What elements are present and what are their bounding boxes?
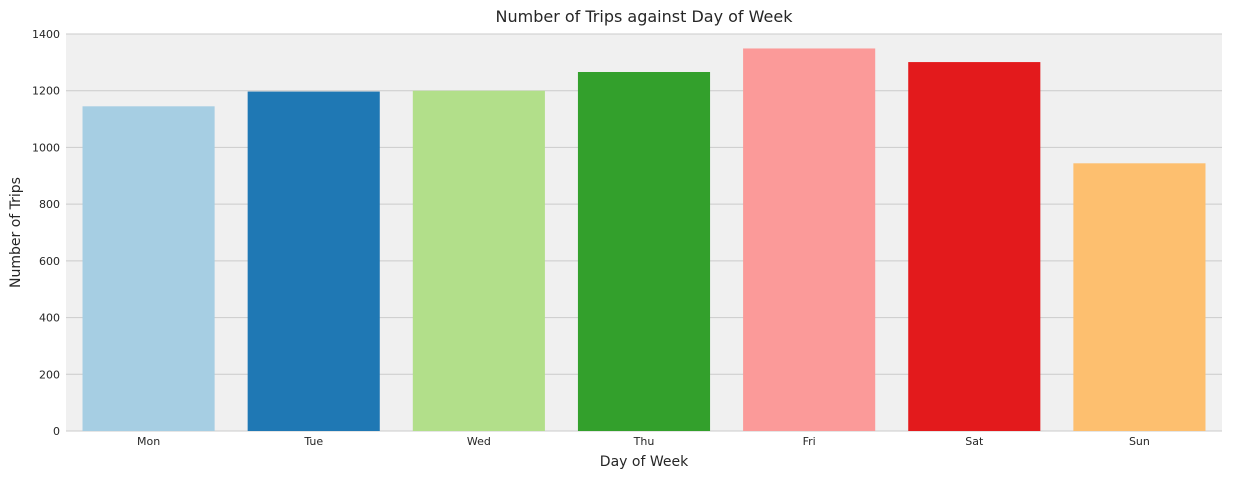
x-tick-label-thu: Thu	[633, 435, 655, 448]
x-axis-label: Day of Week	[600, 454, 689, 470]
x-tick-label-fri: Fri	[803, 435, 816, 448]
y-tick-label: 1200	[32, 85, 60, 98]
x-tick-label-mon: Mon	[137, 435, 160, 448]
y-axis-label: Number of Trips	[8, 177, 24, 288]
y-tick-label: 600	[39, 255, 60, 268]
x-tick-label-wed: Wed	[467, 435, 491, 448]
y-tick-label: 800	[39, 198, 60, 211]
bars	[82, 48, 1206, 432]
bar-sat	[908, 62, 1041, 431]
bar-mon	[82, 106, 215, 431]
y-tick-label: 400	[39, 312, 60, 325]
y-tick-labels: 0 200 400 600 800 1000 1200 1400	[32, 28, 60, 438]
bar-wed	[412, 90, 545, 431]
bar-sun	[1073, 163, 1206, 431]
y-tick-label: 1000	[32, 141, 60, 154]
chart-title: Number of Trips against Day of Week	[496, 7, 794, 26]
y-tick-label: 1400	[32, 28, 60, 41]
y-tick-label: 0	[53, 425, 60, 438]
x-tick-label-sat: Sat	[965, 435, 984, 448]
bar-thu	[577, 71, 711, 432]
bar-tue	[247, 91, 380, 431]
x-tick-label-tue: Tue	[303, 435, 323, 448]
x-tick-label-sun: Sun	[1129, 435, 1150, 448]
bar-fri	[743, 48, 876, 431]
y-tick-label: 200	[39, 368, 60, 381]
x-tick-labels: Mon Tue Wed Thu Fri Sat Sun	[137, 435, 1150, 448]
